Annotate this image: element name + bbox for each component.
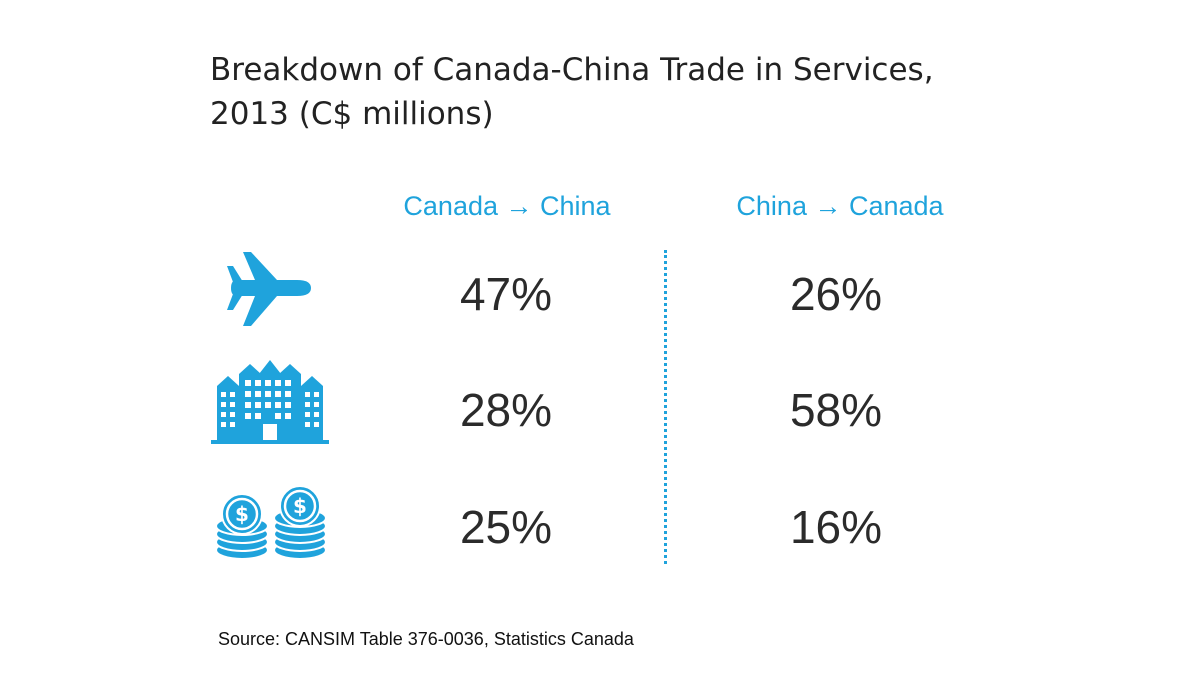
svg-text:$: $	[235, 502, 249, 526]
buildings-icon	[205, 358, 335, 448]
chart-title: Breakdown of Canada-China Trade in Servi…	[210, 48, 1110, 136]
coin-stacks-icon: $ $	[205, 484, 335, 574]
column-header-china-to-canada: China → Canada	[736, 191, 944, 221]
value-row2-china-to-canada: 58%	[789, 384, 883, 436]
value-row3-canada-to-china: 25%	[459, 501, 553, 553]
value-row2-canada-to-china: 28%	[459, 384, 553, 436]
value-row1-canada-to-china: 47%	[459, 268, 553, 320]
source-note: Source: CANSIM Table 376-0036, Statistic…	[218, 629, 634, 649]
value-row1-china-to-canada: 26%	[789, 268, 883, 320]
subtitle-line: 2013 (C$ millions)	[210, 96, 494, 132]
column-divider	[664, 250, 667, 564]
value-row3-china-to-canada: 16%	[789, 501, 883, 553]
svg-text:$: $	[293, 494, 307, 518]
column-header-canada-to-china: Canada → China	[403, 191, 611, 221]
airplane-icon	[205, 248, 335, 338]
title-line: Breakdown of Canada-China Trade in Servi…	[210, 52, 934, 88]
